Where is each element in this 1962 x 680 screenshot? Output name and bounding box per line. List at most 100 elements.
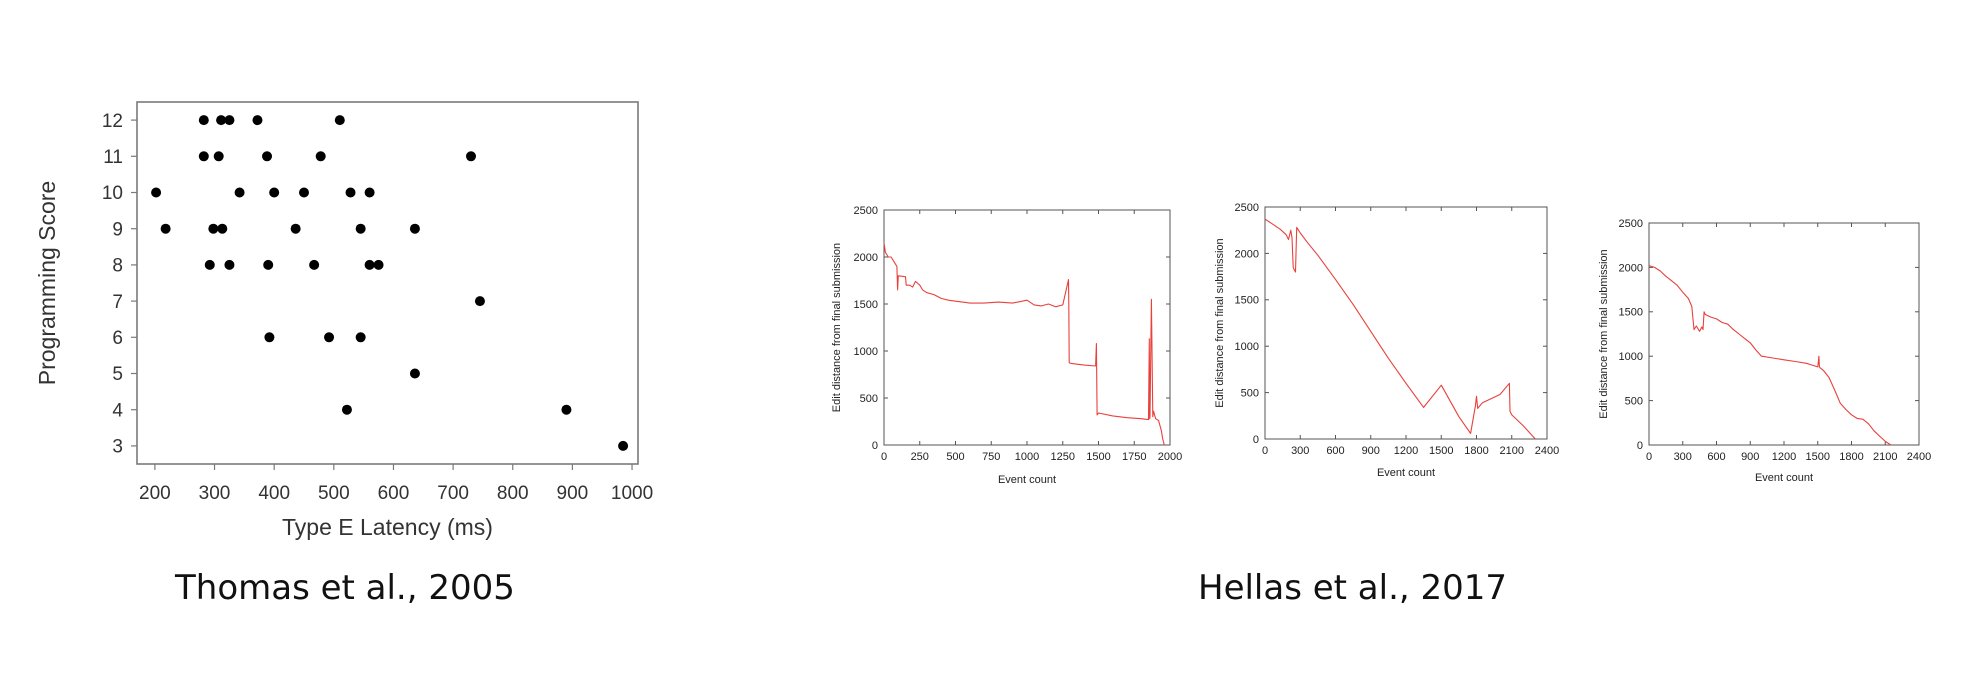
y-tick-label: 12	[102, 111, 123, 132]
y-tick-label: 9	[112, 219, 123, 240]
x-tick-label: 2000	[1158, 451, 1182, 463]
data-point	[355, 332, 366, 343]
y-tick-label: 1500	[1235, 295, 1259, 307]
data-point	[409, 223, 420, 234]
data-point	[324, 332, 335, 343]
data-point	[216, 115, 227, 126]
x-tick-label: 900	[557, 483, 589, 504]
y-tick-label: 11	[103, 147, 123, 168]
data-point	[234, 187, 245, 198]
y-tick-label: 3	[112, 437, 123, 458]
y-tick-label: 1000	[854, 346, 878, 358]
data-point	[151, 187, 162, 198]
x-axis-label: Type E Latency (ms)	[282, 514, 493, 540]
x-axis-label: Event count	[1755, 472, 1813, 484]
series-line	[883, 242, 1165, 446]
x-tick-label: 1500	[1429, 445, 1453, 457]
y-axis-label: Edit distance from final submission	[1214, 238, 1226, 407]
x-tick-label: 2400	[1907, 451, 1931, 463]
y-tick-label: 0	[872, 440, 878, 452]
x-tick-label: 200	[139, 483, 171, 504]
y-tick-label: 1500	[854, 299, 878, 311]
series-line	[1264, 218, 1536, 440]
y-tick-label: 4	[112, 400, 123, 421]
y-axis-label: Edit distance from final submission	[831, 243, 843, 412]
x-tick-label: 250	[911, 451, 929, 463]
data-point	[364, 187, 375, 198]
data-point	[213, 151, 224, 162]
data-point	[269, 187, 280, 198]
y-tick-label: 500	[1241, 387, 1259, 399]
x-tick-label: 1200	[1394, 445, 1418, 457]
y-tick-label: 500	[1625, 395, 1643, 407]
data-point	[290, 223, 301, 234]
y-tick-label: 6	[112, 328, 123, 349]
x-axis-label: Event count	[998, 474, 1056, 486]
data-point	[224, 259, 235, 270]
x-tick-label: 2100	[1873, 451, 1897, 463]
y-axis-label: Programming Score	[34, 181, 60, 386]
y-tick-label: 0	[1253, 434, 1259, 446]
x-tick-label: 500	[946, 451, 964, 463]
data-point	[334, 115, 345, 126]
y-tick-label: 1000	[1235, 341, 1259, 353]
x-axis-label: Event count	[1377, 467, 1435, 479]
x-tick-label: 1500	[1086, 451, 1110, 463]
y-tick-label: 10	[102, 183, 123, 204]
plot-frame	[1648, 222, 1920, 446]
x-tick-label: 0	[1646, 451, 1652, 463]
data-point	[198, 115, 209, 126]
data-point	[263, 259, 274, 270]
x-tick-label: 600	[378, 483, 410, 504]
x-tick-label: 750	[982, 451, 1000, 463]
data-point	[264, 332, 275, 343]
data-point	[618, 440, 629, 451]
x-tick-label: 1200	[1772, 451, 1796, 463]
y-axis-label: Edit distance from final submission	[1598, 249, 1610, 418]
y-tick-label: 0	[1637, 440, 1643, 452]
y-tick-label: 2000	[854, 252, 878, 264]
x-tick-label: 2400	[1535, 445, 1559, 457]
data-point	[345, 187, 356, 198]
y-tick-label: 1500	[1619, 307, 1643, 319]
data-point	[364, 259, 375, 270]
x-tick-label: 2100	[1500, 445, 1524, 457]
data-point	[409, 368, 420, 379]
y-tick-label: 2500	[1619, 218, 1643, 230]
x-tick-label: 1800	[1839, 451, 1863, 463]
x-tick-label: 600	[1707, 451, 1725, 463]
y-tick-label: 2000	[1619, 262, 1643, 274]
y-tick-label: 500	[860, 393, 878, 405]
data-point	[299, 187, 309, 198]
x-tick-label: 1500	[1806, 451, 1830, 463]
data-point	[341, 404, 352, 415]
x-tick-label: 600	[1326, 445, 1344, 457]
plot-frame	[136, 101, 639, 465]
x-tick-label: 1250	[1051, 451, 1075, 463]
data-point	[355, 223, 366, 234]
y-tick-label: 2500	[854, 205, 878, 217]
x-tick-label: 800	[497, 483, 529, 504]
data-point	[204, 259, 215, 270]
y-tick-label: 2500	[1235, 202, 1259, 214]
data-point	[224, 115, 235, 126]
caption-right: Hellas et al., 2017	[1198, 568, 1508, 608]
x-tick-label: 300	[199, 483, 231, 504]
data-point	[373, 259, 384, 270]
y-tick-label: 5	[112, 364, 123, 385]
data-point	[474, 296, 485, 307]
data-point	[217, 223, 228, 234]
data-point	[198, 151, 209, 162]
y-tick-label: 2000	[1235, 248, 1259, 260]
x-tick-label: 700	[437, 483, 469, 504]
x-tick-label: 0	[881, 451, 887, 463]
data-point	[561, 404, 572, 415]
x-tick-label: 300	[1674, 451, 1692, 463]
x-tick-label: 400	[258, 483, 290, 504]
x-tick-label: 900	[1741, 451, 1759, 463]
x-tick-label: 1800	[1464, 445, 1488, 457]
